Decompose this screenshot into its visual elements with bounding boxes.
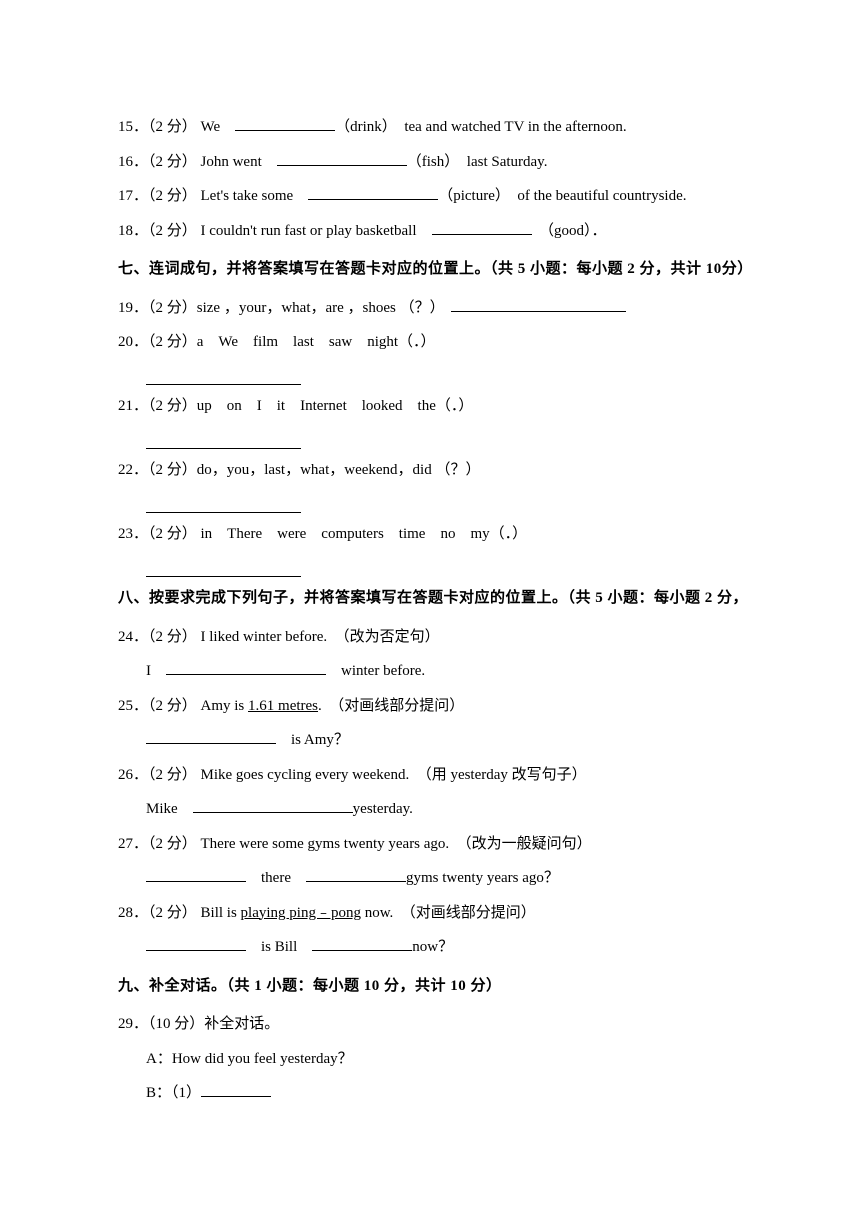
q16-blank[interactable]	[277, 150, 407, 166]
q19-num: 19．（2 分）	[118, 300, 197, 316]
question-28: 28．（2 分） Bill is playing ping﹣pong now. …	[118, 896, 748, 931]
q18-num: 18．（2 分）	[118, 223, 197, 239]
q25-post: . （对画线部分提问）	[318, 698, 464, 714]
q15-post: tea and watched TV in the afternoon.	[389, 119, 626, 135]
q22-answer-blank[interactable]	[146, 496, 301, 514]
q17-pre: Let's take some	[197, 188, 308, 204]
q29-num: 29．（10 分）	[118, 1016, 204, 1032]
q28-post: now. （对画线部分提问）	[361, 905, 536, 921]
question-27: 27．（2 分） There were some gyms twenty yea…	[118, 827, 748, 862]
q25-blank[interactable]	[146, 728, 276, 744]
q16-pre: John went	[197, 154, 277, 170]
q28-blank1[interactable]	[146, 935, 246, 951]
q24-num: 24．（2 分）	[118, 629, 197, 645]
q23-num: 23．（2 分）	[118, 526, 197, 542]
q27-num: 27．（2 分）	[118, 836, 197, 852]
q19-blank[interactable]	[451, 296, 626, 312]
q24-blank[interactable]	[166, 659, 326, 675]
q27-blank2[interactable]	[306, 866, 406, 882]
question-24: 24．（2 分） I liked winter before. （改为否定句）	[118, 620, 748, 655]
q16-hint: （fish）	[407, 154, 452, 170]
q27-l2b: gyms twenty years ago？	[406, 870, 559, 886]
section-7-header: 七、连词成句，并将答案填写在答题卡对应的位置上。（共 5 小题：每小题 2 分，…	[118, 252, 748, 287]
q29-text: 补全对话。	[204, 1016, 279, 1032]
q18-pre: I couldn't run fast or play basketball	[197, 223, 432, 239]
q18-hint: （good）．	[532, 223, 607, 239]
q17-blank[interactable]	[308, 184, 438, 200]
question-28-line2: is Bill now？	[118, 930, 748, 965]
q24-l2a: I	[146, 663, 166, 679]
q26-l2a: Mike	[146, 801, 193, 817]
q23-answer-blank[interactable]	[146, 560, 301, 578]
question-23: 23．（2 分） in There were computers time no…	[118, 517, 748, 552]
q24-text: I liked winter before. （改为否定句）	[197, 629, 440, 645]
q28-l2b: now？	[412, 939, 453, 955]
question-22: 22．（2 分）do，you，last，what，weekend，did （？）	[118, 453, 748, 488]
q17-hint: （picture）	[438, 188, 502, 204]
question-15: 15．（2 分） We （drink） tea and watched TV i…	[118, 110, 748, 145]
q29-blank1[interactable]	[201, 1081, 271, 1097]
q20-num: 20．（2 分）	[118, 334, 197, 350]
q19-text: size ，your，what，are ，shoes （？）	[197, 300, 445, 316]
q24-l2b: winter before.	[326, 663, 425, 679]
q26-blank[interactable]	[193, 797, 353, 813]
q26-num: 26．（2 分）	[118, 767, 197, 783]
section-9-header: 九、补全对话。（共 1 小题：每小题 10 分，共计 10 分）	[118, 969, 748, 1004]
q27-text: There were some gyms twenty years ago. （…	[197, 836, 592, 852]
q22-text: do，you，last，what，weekend，did （？）	[197, 462, 481, 478]
q16-post: last Saturday.	[452, 154, 548, 170]
question-21: 21．（2 分）up on I it Internet looked the（．…	[118, 389, 748, 424]
q15-pre: We	[197, 119, 235, 135]
q28-pre: Bill is	[197, 905, 241, 921]
q25-underline: 1.61 metres	[248, 698, 318, 714]
q27-l2a: there	[246, 870, 306, 886]
question-20: 20．（2 分）a We film last saw night（．）	[118, 325, 748, 360]
q20-answer-blank[interactable]	[146, 368, 301, 386]
q25-num: 25．（2 分）	[118, 698, 197, 714]
q27-blank1[interactable]	[146, 866, 246, 882]
q28-underline: playing ping﹣pong	[241, 905, 361, 921]
q17-post: of the beautiful countryside.	[502, 188, 686, 204]
q26-text: Mike goes cycling every weekend. （用 yest…	[197, 767, 587, 783]
q21-answer-blank[interactable]	[146, 432, 301, 450]
question-26: 26．（2 分） Mike goes cycling every weekend…	[118, 758, 748, 793]
q21-text: up on I it Internet looked the（．）	[197, 398, 474, 414]
question-26-line2: Mike yesterday.	[118, 792, 748, 827]
q15-num: 15．（2 分）	[118, 119, 197, 135]
q26-l2b: yesterday.	[353, 801, 413, 817]
section-8-header: 八、按要求完成下列句子，并将答案填写在答题卡对应的位置上。（共 5 小题：每小题…	[118, 581, 748, 616]
q29-b-text: B：（1）	[146, 1085, 201, 1101]
q28-l2a: is Bill	[246, 939, 312, 955]
q17-num: 17．（2 分）	[118, 188, 197, 204]
question-29: 29．（10 分）补全对话。	[118, 1007, 748, 1042]
q25-pre: Amy is	[197, 698, 248, 714]
q29-line-b: B：（1）	[118, 1076, 748, 1111]
q25-l2: is Amy？	[276, 732, 349, 748]
q16-num: 16．（2 分）	[118, 154, 197, 170]
question-25: 25．（2 分） Amy is 1.61 metres. （对画线部分提问）	[118, 689, 748, 724]
q23-text: in There were computers time no my（．）	[197, 526, 527, 542]
question-19: 19．（2 分）size ，your，what，are ，shoes （？）	[118, 291, 748, 326]
exam-page: 15．（2 分） We （drink） tea and watched TV i…	[0, 0, 860, 1216]
q28-num: 28．（2 分）	[118, 905, 197, 921]
q20-text: a We film last saw night（．）	[197, 334, 436, 350]
q22-num: 22．（2 分）	[118, 462, 197, 478]
question-24-line2: I winter before.	[118, 654, 748, 689]
q29-line-a: A：How did you feel yesterday？	[118, 1042, 748, 1077]
q15-blank[interactable]	[235, 115, 335, 131]
question-16: 16．（2 分） John went （fish） last Saturday.	[118, 145, 748, 180]
question-18: 18．（2 分） I couldn't run fast or play bas…	[118, 214, 748, 249]
question-27-line2: there gyms twenty years ago？	[118, 861, 748, 896]
q18-blank[interactable]	[432, 219, 532, 235]
q28-blank2[interactable]	[312, 935, 412, 951]
q15-hint: （drink）	[335, 119, 389, 135]
q21-num: 21．（2 分）	[118, 398, 197, 414]
question-17: 17．（2 分） Let's take some （picture） of th…	[118, 179, 748, 214]
question-25-line2: is Amy？	[118, 723, 748, 758]
